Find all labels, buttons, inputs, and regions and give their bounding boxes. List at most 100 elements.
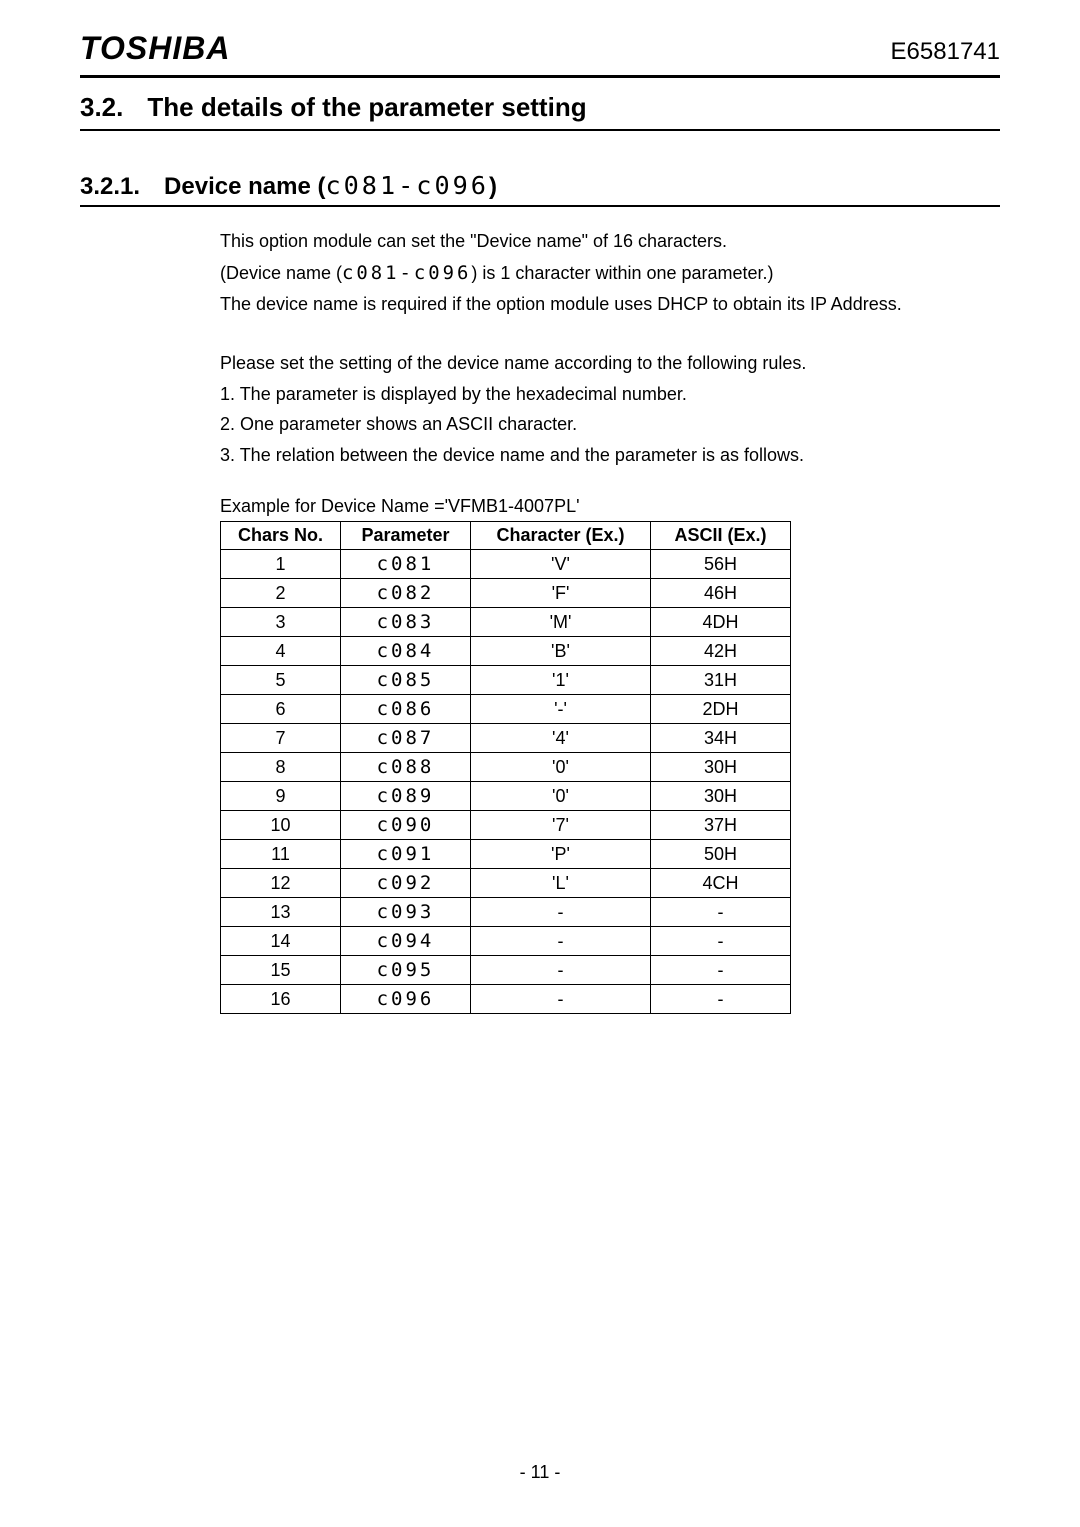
cell-parameter: c093 <box>341 898 471 927</box>
cell-chars-no: 9 <box>221 782 341 811</box>
table-row: 3c083'M'4DH <box>221 608 791 637</box>
subsection-heading: 3.2.1. Device name (c081-c096) <box>80 171 1000 201</box>
table-row: 6c086'-'2DH <box>221 695 791 724</box>
cell-ascii: 42H <box>651 637 791 666</box>
table-row: 12c092'L'4CH <box>221 869 791 898</box>
cell-chars-no: 2 <box>221 579 341 608</box>
cell-chars-no: 1 <box>221 550 341 579</box>
intro-line2-prefix: (Device name ( <box>220 263 342 283</box>
cell-parameter: c081 <box>341 550 471 579</box>
rule-2: 2. One parameter shows an ASCII characte… <box>220 410 1000 439</box>
cell-chars-no: 4 <box>221 637 341 666</box>
page-number: - 11 - <box>520 1462 561 1482</box>
th-ascii: ASCII (Ex.) <box>651 522 791 550</box>
cell-parameter: c090 <box>341 811 471 840</box>
cell-parameter: c082 <box>341 579 471 608</box>
cell-ascii: 2DH <box>651 695 791 724</box>
table-caption: Example for Device Name ='VFMB1-4007PL' <box>220 496 1000 517</box>
page-header: TOSHIBA E6581741 <box>80 30 1000 67</box>
cell-character: '-' <box>471 695 651 724</box>
subsection-title-prefix: Device name ( <box>164 173 325 200</box>
table-row: 11c091'P'50H <box>221 840 791 869</box>
cell-ascii: - <box>651 898 791 927</box>
rule-1: 1. The parameter is displayed by the hex… <box>220 380 1000 409</box>
cell-chars-no: 6 <box>221 695 341 724</box>
cell-ascii: 4DH <box>651 608 791 637</box>
cell-ascii: 50H <box>651 840 791 869</box>
table-row: 5c085'1'31H <box>221 666 791 695</box>
cell-parameter: c085 <box>341 666 471 695</box>
table-row: 13c093-- <box>221 898 791 927</box>
cell-parameter: c083 <box>341 608 471 637</box>
section-title: The details of the parameter setting <box>147 92 586 122</box>
document-number: E6581741 <box>891 38 1000 66</box>
intro-line2-suffix: ) is 1 character within one parameter.) <box>471 263 773 283</box>
section-heading: 3.2.The details of the parameter setting <box>80 92 1000 123</box>
table-header-row: Chars No. Parameter Character (Ex.) ASCI… <box>221 522 791 550</box>
cell-parameter: c094 <box>341 927 471 956</box>
intro-line3: The device name is required if the optio… <box>220 290 1000 319</box>
intro-block: This option module can set the "Device n… <box>220 227 1000 470</box>
cell-character: '0' <box>471 753 651 782</box>
cell-ascii: - <box>651 927 791 956</box>
cell-parameter: c084 <box>341 637 471 666</box>
table-row: 9c089'0'30H <box>221 782 791 811</box>
device-name-table: Chars No. Parameter Character (Ex.) ASCI… <box>220 521 791 1014</box>
table-body: 1c081'V'56H2c082'F'46H3c083'M'4DH4c084'B… <box>221 550 791 1014</box>
subsection-title-seg: c081-c096 <box>325 171 488 200</box>
intro-line2-seg: c081-c096 <box>342 262 471 284</box>
cell-chars-no: 15 <box>221 956 341 985</box>
cell-chars-no: 16 <box>221 985 341 1014</box>
rules-intro: Please set the setting of the device nam… <box>220 349 1000 378</box>
cell-character: 'P' <box>471 840 651 869</box>
cell-chars-no: 5 <box>221 666 341 695</box>
cell-ascii: 46H <box>651 579 791 608</box>
th-param: Parameter <box>341 522 471 550</box>
table-row: 2c082'F'46H <box>221 579 791 608</box>
rule-3: 3. The relation between the device name … <box>220 441 1000 470</box>
cell-chars-no: 3 <box>221 608 341 637</box>
table-row: 1c081'V'56H <box>221 550 791 579</box>
header-divider <box>80 75 1000 78</box>
cell-ascii: 30H <box>651 753 791 782</box>
section-divider <box>80 129 1000 131</box>
cell-chars-no: 12 <box>221 869 341 898</box>
cell-character: 'L' <box>471 869 651 898</box>
cell-character: '4' <box>471 724 651 753</box>
cell-parameter: c096 <box>341 985 471 1014</box>
cell-character: 'V' <box>471 550 651 579</box>
cell-character: 'M' <box>471 608 651 637</box>
page-footer: - 11 - <box>0 1462 1080 1483</box>
cell-ascii: 34H <box>651 724 791 753</box>
cell-parameter: c092 <box>341 869 471 898</box>
intro-line1: This option module can set the "Device n… <box>220 227 1000 256</box>
cell-character: 'F' <box>471 579 651 608</box>
cell-chars-no: 11 <box>221 840 341 869</box>
subsection-divider <box>80 205 1000 207</box>
table-row: 7c087'4'34H <box>221 724 791 753</box>
cell-parameter: c095 <box>341 956 471 985</box>
cell-ascii: - <box>651 985 791 1014</box>
subsection-number: 3.2.1. <box>80 173 140 200</box>
cell-ascii: 56H <box>651 550 791 579</box>
cell-chars-no: 10 <box>221 811 341 840</box>
table-row: 8c088'0'30H <box>221 753 791 782</box>
cell-parameter: c088 <box>341 753 471 782</box>
cell-character: - <box>471 898 651 927</box>
cell-ascii: - <box>651 956 791 985</box>
cell-chars-no: 14 <box>221 927 341 956</box>
cell-character: '0' <box>471 782 651 811</box>
cell-parameter: c089 <box>341 782 471 811</box>
cell-parameter: c087 <box>341 724 471 753</box>
cell-ascii: 4CH <box>651 869 791 898</box>
cell-chars-no: 8 <box>221 753 341 782</box>
cell-character: '7' <box>471 811 651 840</box>
table-row: 4c084'B'42H <box>221 637 791 666</box>
cell-character: - <box>471 956 651 985</box>
subsection-title-suffix: ) <box>489 173 497 200</box>
cell-ascii: 31H <box>651 666 791 695</box>
th-chars: Chars No. <box>221 522 341 550</box>
cell-chars-no: 13 <box>221 898 341 927</box>
table-row: 16c096-- <box>221 985 791 1014</box>
table-row: 15c095-- <box>221 956 791 985</box>
